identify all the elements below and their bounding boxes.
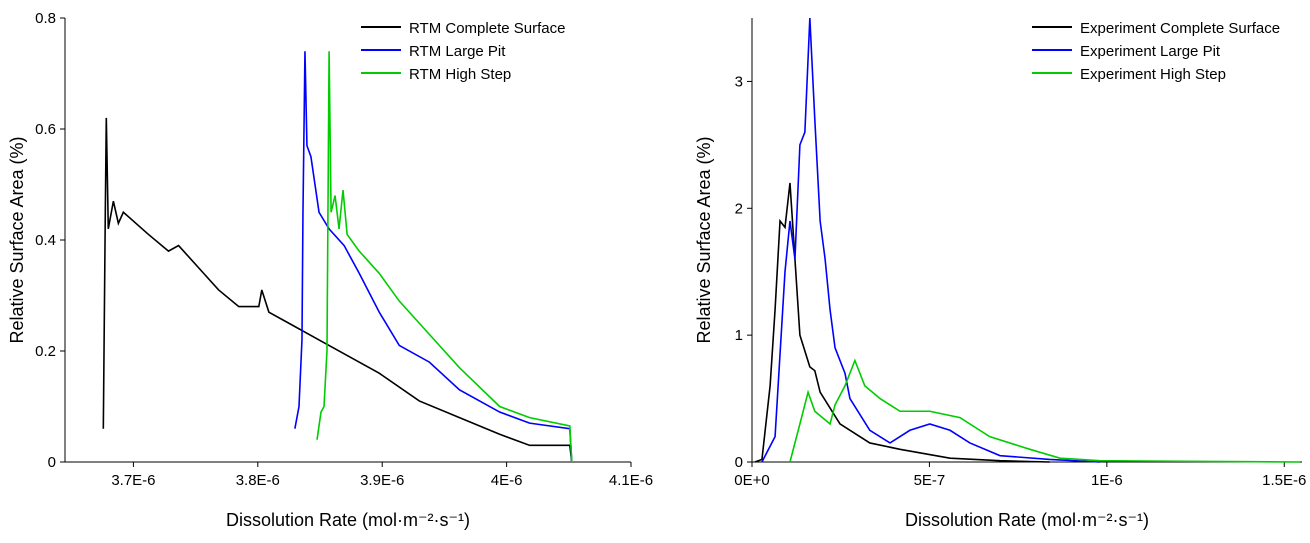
data-line [294, 51, 573, 463]
y-tick-label: 0 [735, 454, 743, 471]
data-line [102, 117, 573, 463]
legend-label: Experiment Large Pit [1080, 43, 1221, 60]
y-tick-label: 2 [735, 200, 743, 217]
y-tick-label: 0.4 [35, 232, 56, 249]
y-tick-label: 1 [735, 327, 743, 344]
x-axis-label: Dissolution Rate (mol·m⁻²·s⁻¹) [226, 510, 470, 530]
y-axis-label: Relative Surface Area (%) [7, 136, 27, 343]
x-tick-label: 1.5E-6 [1262, 472, 1306, 489]
legend-label: RTM Complete Surface [409, 20, 565, 37]
x-tick-label: 3.9E-6 [360, 472, 404, 489]
legend-label: RTM Large Pit [409, 43, 506, 60]
legend-label: Experiment Complete Surface [1080, 20, 1280, 37]
data-line [761, 17, 1100, 463]
legend-label: RTM High Step [409, 66, 511, 83]
x-tick-label: 4.1E-6 [609, 472, 653, 489]
data-line [789, 358, 1300, 463]
x-tick-label: 1E-6 [1091, 472, 1123, 489]
data-line [754, 182, 1050, 463]
x-tick-label: 5E-7 [914, 472, 946, 489]
y-axis-label: Relative Surface Area (%) [694, 136, 714, 343]
x-tick-label: 4E-6 [491, 472, 523, 489]
x-tick-label: 3.8E-6 [236, 472, 280, 489]
x-tick-label: 0E+0 [734, 472, 769, 489]
y-tick-label: 3 [735, 73, 743, 90]
y-tick-label: 0.6 [35, 121, 56, 138]
y-tick-label: 0 [48, 454, 56, 471]
legend-label: Experiment High Step [1080, 66, 1226, 83]
y-tick-label: 0.2 [35, 343, 56, 360]
x-tick-label: 3.7E-6 [111, 472, 155, 489]
data-line [316, 51, 573, 463]
x-axis-label: Dissolution Rate (mol·m⁻²·s⁻¹) [905, 510, 1149, 530]
y-tick-label: 0.8 [35, 10, 56, 27]
